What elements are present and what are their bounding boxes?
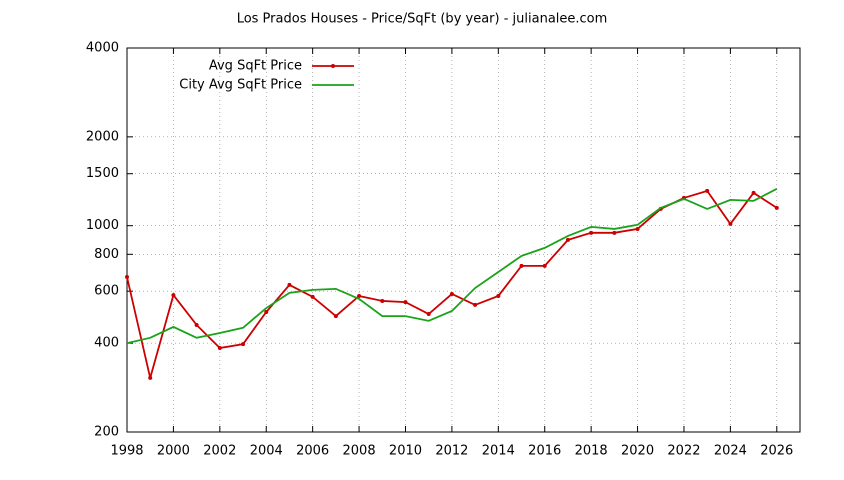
point <box>635 226 640 231</box>
point <box>357 293 362 298</box>
y-tick-label: 800 <box>94 247 119 262</box>
x-tick-label: 2014 <box>482 444 515 459</box>
point <box>519 263 524 268</box>
point <box>194 322 199 327</box>
point <box>589 230 594 235</box>
point <box>287 282 292 287</box>
legend-label: Avg SqFt Price <box>209 59 302 74</box>
point <box>449 291 454 296</box>
y-tick-label: 4000 <box>86 41 119 56</box>
x-tick-label: 2018 <box>575 444 608 459</box>
x-tick-label: 2020 <box>621 444 654 459</box>
x-tick-label: 2024 <box>714 444 747 459</box>
point <box>310 294 315 299</box>
point <box>473 302 478 307</box>
point <box>264 310 269 315</box>
x-tick-label: 2000 <box>157 444 190 459</box>
point <box>751 190 756 195</box>
point <box>403 300 408 305</box>
point <box>171 293 176 298</box>
x-tick-label: 2008 <box>343 444 376 459</box>
point <box>612 230 617 235</box>
point <box>542 263 547 268</box>
point <box>333 314 338 319</box>
x-tick-label: 2012 <box>435 444 468 459</box>
y-tick-label: 1000 <box>86 218 119 233</box>
y-tick-label: 400 <box>94 336 119 351</box>
plot-frame <box>126 47 801 433</box>
x-tick-label: 1998 <box>110 444 143 459</box>
point <box>148 375 153 380</box>
x-tick-label: 2026 <box>760 444 793 459</box>
x-tick-label: 2010 <box>389 444 422 459</box>
y-tick-label: 600 <box>94 284 119 299</box>
y-tick-label: 200 <box>94 425 119 440</box>
point <box>774 205 779 210</box>
point <box>241 342 246 347</box>
y-tick-label: 2000 <box>86 129 119 144</box>
point <box>380 298 385 303</box>
x-tick-label: 2006 <box>296 444 329 459</box>
x-tick-label: 2002 <box>203 444 236 459</box>
point <box>217 346 222 351</box>
legend-marker <box>331 64 335 68</box>
x-tick-label: 2004 <box>250 444 283 459</box>
chart-title: Los Prados Houses - Price/SqFt (by year)… <box>237 12 608 27</box>
point <box>125 275 129 280</box>
x-tick-label: 2022 <box>667 444 700 459</box>
point <box>496 293 501 298</box>
point <box>565 237 570 242</box>
x-tick-label: 2016 <box>528 444 561 459</box>
point <box>426 312 431 317</box>
series-line <box>126 188 778 345</box>
point <box>705 188 710 193</box>
y-tick-label: 1500 <box>86 166 119 181</box>
legend-label: City Avg SqFt Price <box>179 78 302 93</box>
point <box>728 221 733 226</box>
